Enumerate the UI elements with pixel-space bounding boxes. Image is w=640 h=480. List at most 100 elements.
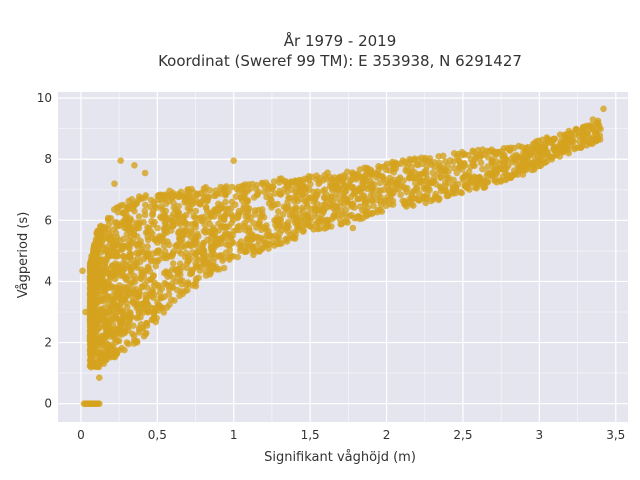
data-point (175, 202, 182, 210)
data-point (296, 210, 304, 218)
data-point (128, 196, 136, 203)
y-tick-label: 4 (44, 274, 52, 288)
data-point (420, 184, 427, 192)
data-point (114, 270, 122, 277)
data-point (87, 301, 95, 308)
data-point (302, 220, 309, 228)
data-point (397, 191, 404, 198)
data-point (376, 179, 384, 187)
data-point (107, 350, 114, 357)
data-point (456, 164, 463, 171)
chart-subtitle: Koordinat (Sweref 99 TM): E 353938, N 62… (158, 52, 522, 70)
data-point (420, 170, 428, 177)
data-point (111, 180, 118, 187)
data-point (265, 227, 272, 235)
data-point (113, 204, 121, 211)
data-point (127, 313, 135, 321)
data-point (484, 163, 491, 170)
data-point (108, 236, 115, 244)
data-point (177, 188, 185, 196)
data-point (227, 252, 235, 259)
data-point (328, 184, 336, 192)
data-point (94, 289, 101, 297)
data-point (144, 253, 152, 260)
data-point (157, 294, 164, 302)
data-point (139, 305, 147, 313)
data-point (283, 238, 291, 245)
data-point (453, 153, 461, 160)
data-point (151, 305, 159, 312)
data-point (406, 198, 413, 206)
y-tick-label: 2 (44, 336, 52, 350)
data-point (194, 190, 201, 198)
data-point (313, 172, 320, 179)
data-point (98, 230, 105, 237)
data-point (173, 214, 180, 221)
data-point (321, 225, 328, 232)
data-point (387, 190, 395, 197)
data-point (207, 243, 215, 250)
data-point (522, 155, 529, 163)
data-point (95, 363, 103, 371)
x-tick-label: 3,5 (606, 428, 625, 442)
data-point (591, 131, 599, 138)
data-point (210, 213, 218, 220)
data-point (151, 279, 158, 287)
data-point (521, 162, 529, 169)
data-point (232, 193, 240, 200)
data-point (275, 234, 283, 242)
data-point (99, 311, 106, 318)
data-point (89, 341, 96, 349)
data-point (207, 234, 215, 241)
data-point (406, 155, 413, 163)
data-point (218, 252, 225, 259)
data-point (491, 177, 498, 184)
data-point (266, 192, 274, 200)
data-point (157, 303, 164, 310)
data-point (155, 233, 163, 240)
data-point (574, 144, 581, 151)
data-point (221, 231, 229, 239)
data-point (203, 207, 211, 215)
data-point (368, 210, 376, 217)
data-point (102, 234, 110, 241)
data-point (392, 165, 400, 172)
data-point (231, 201, 239, 208)
data-point (225, 188, 232, 195)
data-point (414, 173, 422, 181)
data-point (221, 212, 228, 220)
data-point (269, 183, 277, 191)
data-point (133, 338, 141, 345)
data-point (340, 175, 348, 182)
data-point (556, 131, 564, 138)
data-point (230, 157, 237, 164)
data-point (306, 194, 314, 201)
data-point (86, 362, 94, 369)
data-point (529, 159, 537, 166)
data-point (212, 238, 219, 246)
data-point (559, 148, 567, 155)
data-point (334, 195, 342, 202)
data-point (107, 307, 114, 315)
data-point (339, 211, 346, 218)
data-point (180, 243, 188, 251)
data-point (137, 237, 144, 245)
data-point (397, 182, 405, 190)
data-point (168, 283, 176, 291)
data-point (306, 186, 313, 193)
data-point (254, 233, 261, 241)
data-point (118, 344, 126, 352)
data-point (276, 179, 283, 186)
data-point (131, 278, 139, 286)
data-point (164, 238, 171, 245)
data-point (166, 252, 173, 260)
data-point (96, 353, 103, 361)
data-point (350, 190, 358, 198)
data-point (87, 267, 95, 274)
data-point (186, 193, 193, 200)
data-point (250, 219, 257, 227)
data-point (501, 165, 508, 172)
data-point (476, 173, 483, 181)
data-point (222, 205, 229, 213)
data-point (277, 191, 285, 198)
